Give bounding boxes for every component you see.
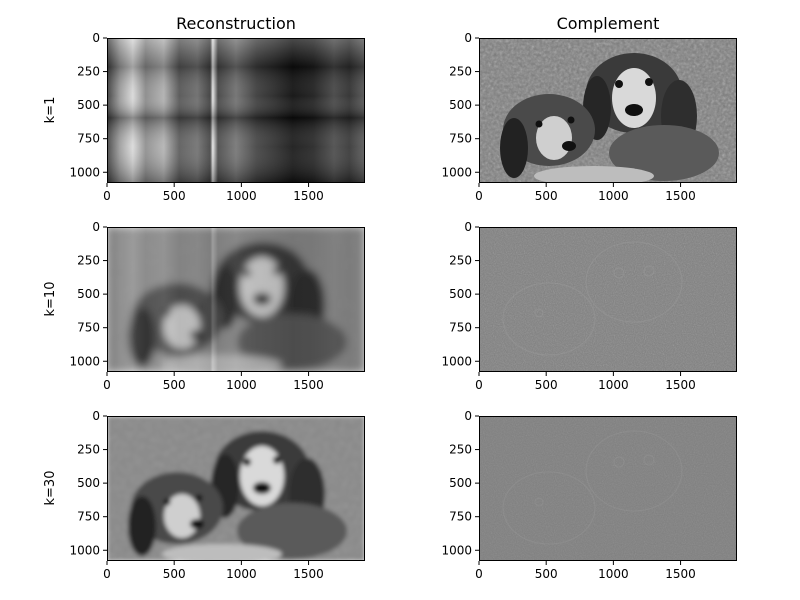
panel-r0-c0: 0 500 1000 1500 0 250 500 750 1000 bbox=[69, 31, 365, 203]
y-tick-label: 750 bbox=[77, 510, 100, 524]
axes-frame bbox=[107, 416, 365, 561]
x-tick-label: 500 bbox=[535, 378, 558, 392]
y-tick-label: 250 bbox=[449, 254, 472, 268]
x-tick-label: 1500 bbox=[293, 189, 324, 203]
y-tick-label: 250 bbox=[77, 443, 100, 457]
x-tick-label: 1500 bbox=[665, 567, 696, 581]
panel-r1-c1: 0 500 1000 1500 0 250 500 750 1000 bbox=[441, 220, 737, 392]
x-tick-label: 500 bbox=[163, 567, 186, 581]
y-tick-label: 1000 bbox=[69, 543, 100, 557]
x-tick-label: 1500 bbox=[293, 378, 324, 392]
y-tick-label: 500 bbox=[77, 476, 100, 490]
y-tick-label: 500 bbox=[449, 287, 472, 301]
x-tick-label: 1000 bbox=[226, 189, 257, 203]
x-tick-label: 500 bbox=[535, 567, 558, 581]
y-tick-label: 250 bbox=[449, 65, 472, 79]
y-tick-label: 1000 bbox=[69, 354, 100, 368]
y-tick-label: 1000 bbox=[441, 354, 472, 368]
x-tick-label: 0 bbox=[103, 189, 111, 203]
panel-r2-c0: 0 500 1000 1500 0 250 500 750 1000 bbox=[69, 409, 365, 581]
axes-frame bbox=[479, 227, 737, 372]
x-tick-label: 0 bbox=[103, 378, 111, 392]
x-tick-label: 500 bbox=[535, 189, 558, 203]
y-tick-label: 750 bbox=[77, 132, 100, 146]
axes-frame bbox=[479, 38, 737, 183]
y-tick-label: 250 bbox=[449, 443, 472, 457]
y-tick-label: 750 bbox=[449, 510, 472, 524]
y-tick-label: 750 bbox=[449, 321, 472, 335]
x-tick-label: 1000 bbox=[226, 567, 257, 581]
x-tick-label: 500 bbox=[163, 378, 186, 392]
panel-r2-c1: 0 500 1000 1500 0 250 500 750 1000 bbox=[441, 409, 737, 581]
row-label-k1: k=1 bbox=[43, 97, 58, 124]
y-tick-label: 500 bbox=[449, 98, 472, 112]
y-tick-label: 0 bbox=[464, 220, 472, 234]
y-tick-label: 1000 bbox=[441, 543, 472, 557]
panel-r0-c1: 0 500 1000 1500 0 250 500 750 1000 bbox=[441, 31, 737, 203]
x-tick-label: 0 bbox=[475, 567, 483, 581]
y-tick-label: 750 bbox=[449, 132, 472, 146]
panel-r1-c0: 0 500 1000 1500 0 250 500 750 1000 bbox=[69, 220, 365, 392]
y-tick-label: 500 bbox=[77, 287, 100, 301]
y-tick-label: 1000 bbox=[69, 165, 100, 179]
row-label-k30: k=30 bbox=[43, 471, 58, 506]
x-tick-label: 1500 bbox=[293, 567, 324, 581]
y-tick-label: 0 bbox=[92, 220, 100, 234]
column-title-reconstruction: Reconstruction bbox=[176, 14, 296, 33]
axes-frame bbox=[107, 227, 365, 372]
y-tick-label: 0 bbox=[92, 31, 100, 45]
x-tick-label: 0 bbox=[475, 378, 483, 392]
y-tick-label: 1000 bbox=[441, 165, 472, 179]
x-tick-label: 1000 bbox=[226, 378, 257, 392]
y-tick-label: 0 bbox=[92, 409, 100, 423]
axes-frame bbox=[107, 38, 365, 183]
y-tick-label: 0 bbox=[464, 31, 472, 45]
x-tick-label: 1000 bbox=[598, 567, 629, 581]
y-tick-label: 750 bbox=[77, 321, 100, 335]
x-tick-label: 0 bbox=[475, 189, 483, 203]
y-tick-label: 500 bbox=[77, 98, 100, 112]
x-tick-label: 1000 bbox=[598, 378, 629, 392]
x-tick-label: 1000 bbox=[598, 189, 629, 203]
x-tick-label: 1500 bbox=[665, 378, 696, 392]
x-tick-label: 0 bbox=[103, 567, 111, 581]
x-tick-label: 1500 bbox=[665, 189, 696, 203]
column-title-complement: Complement bbox=[557, 14, 660, 33]
axes-frame bbox=[479, 416, 737, 561]
x-tick-label: 500 bbox=[163, 189, 186, 203]
y-tick-label: 250 bbox=[77, 65, 100, 79]
y-tick-label: 250 bbox=[77, 254, 100, 268]
y-tick-label: 0 bbox=[464, 409, 472, 423]
y-tick-label: 500 bbox=[449, 476, 472, 490]
row-label-k10: k=10 bbox=[43, 282, 58, 317]
